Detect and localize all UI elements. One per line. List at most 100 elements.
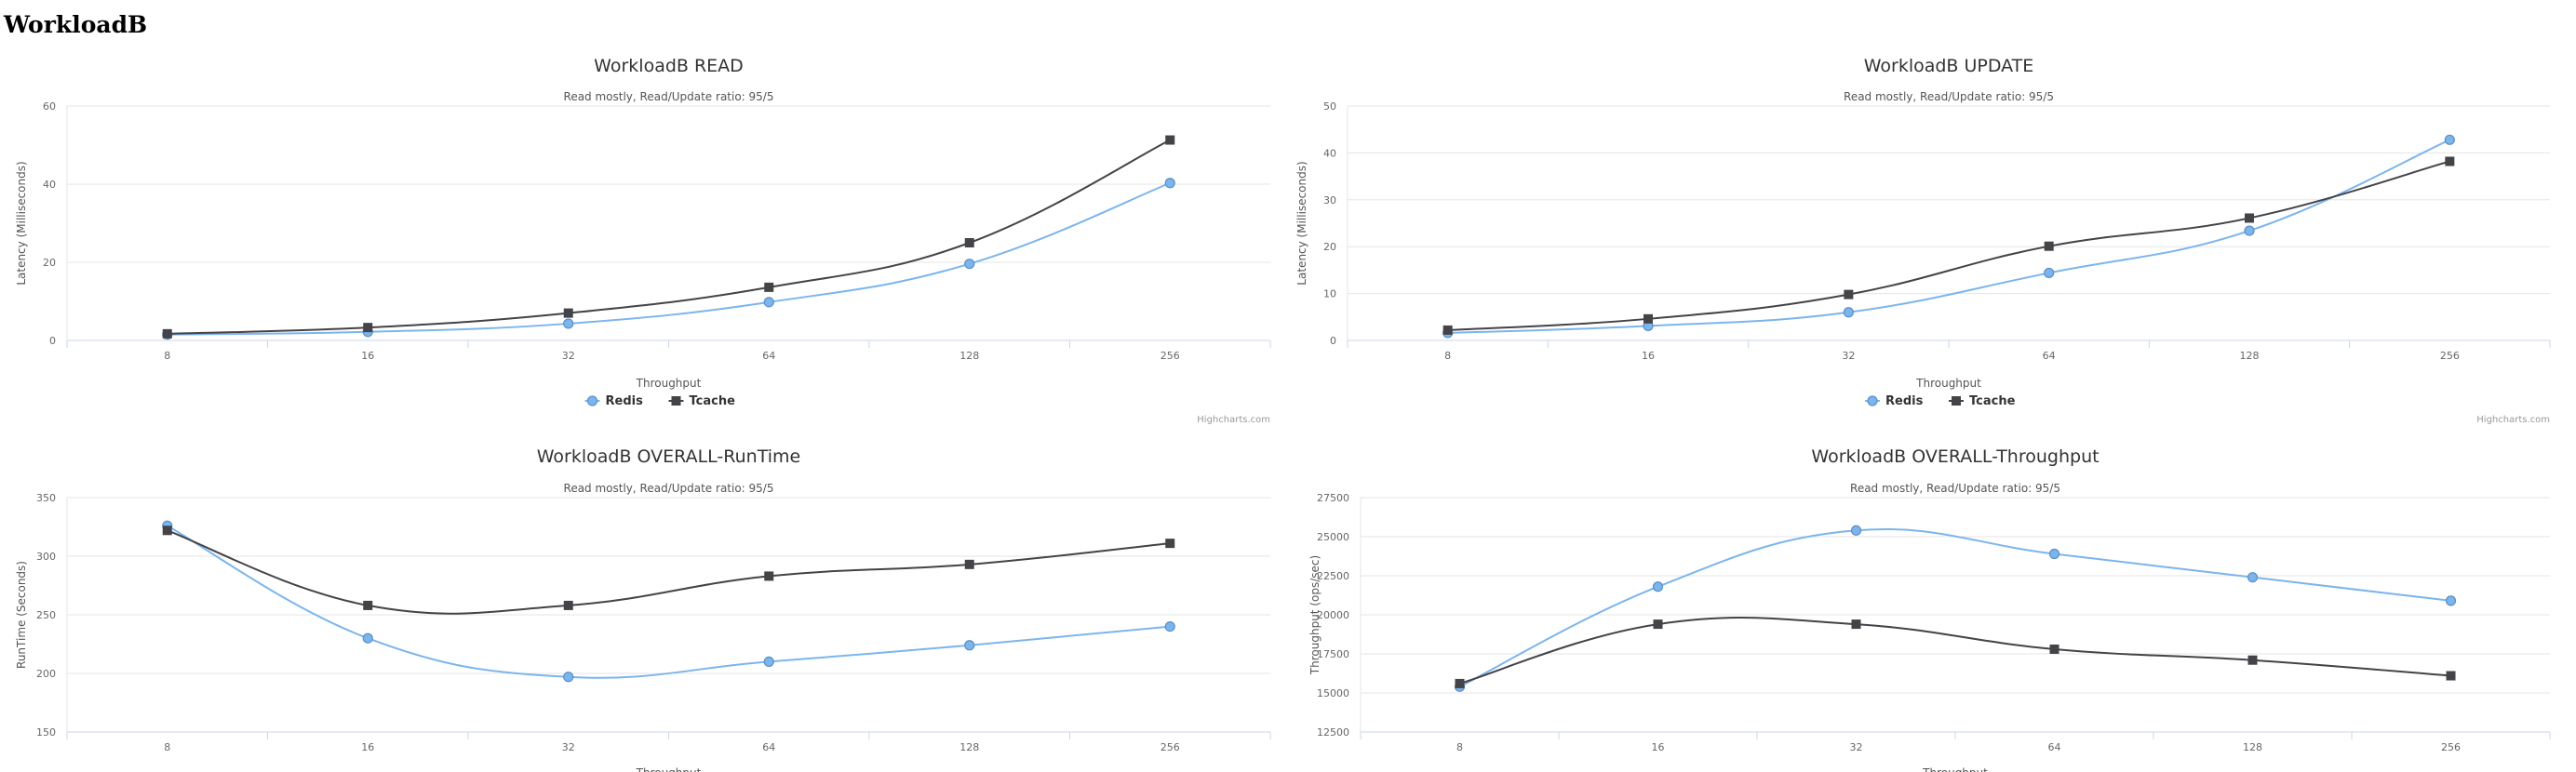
data-point-redis [1850, 525, 1862, 536]
data-point-tcache [964, 559, 974, 569]
x-tick-label: 128 [2243, 741, 2262, 753]
data-point-tcache [2445, 156, 2455, 166]
series-line-redis [1447, 139, 2450, 334]
data-point-tcache [764, 282, 774, 292]
y-tick-label: 0 [1330, 335, 1336, 347]
y-tick-label: 22500 [1317, 570, 1349, 582]
x-tick-label: 16 [361, 350, 374, 362]
y-tick-label: 25000 [1317, 531, 1349, 543]
x-tick-label: 256 [2440, 350, 2460, 362]
y-tick-label: 30 [1323, 194, 1336, 206]
x-tick-label: 32 [562, 350, 575, 362]
chart-3: WorkloadB OVERALL-RunTime Read mostly, Re… [15, 446, 1271, 772]
data-point-redis [763, 656, 774, 668]
data-point-redis [2044, 267, 2055, 279]
data-point-tcache [2446, 671, 2456, 681]
x-axis-title: Throughput [1915, 377, 1981, 390]
x-tick-label: 8 [1456, 741, 1463, 753]
x-tick-label: 128 [959, 741, 979, 753]
data-point-redis [2444, 134, 2455, 145]
data-point-tcache [1165, 135, 1175, 145]
data-point-redis [2244, 225, 2255, 236]
legend-item-tcache[interactable]: Tcache [1949, 394, 2016, 408]
y-tick-label: 20 [43, 257, 56, 269]
legend-label: Redis [1885, 394, 1924, 408]
data-point-tcache [563, 308, 573, 318]
x-tick-label: 256 [1161, 350, 1180, 362]
data-point-tcache [2247, 655, 2258, 665]
y-tick-label: 17500 [1317, 648, 1349, 660]
chart-title: WorkloadB READ [594, 56, 744, 76]
series-line-tcache [1447, 160, 2450, 331]
data-point-redis [362, 632, 373, 644]
legend-label: Tcache [1969, 394, 2016, 408]
legend-item-tcache[interactable]: Tcache [668, 394, 736, 408]
legend-item-redis[interactable]: Redis [584, 394, 644, 408]
data-point-tcache [1455, 678, 1465, 688]
y-axis-title: Throughput (ops/sec) [1308, 555, 1322, 675]
y-axis-title: Latency (Milliseconds) [1295, 161, 1308, 285]
data-point-redis [563, 672, 574, 683]
data-point-tcache [363, 323, 373, 333]
credits-link: Highcharts.com [2476, 415, 2550, 425]
page-heading: WorkloadB [4, 11, 148, 38]
y-tick-label: 60 [43, 100, 56, 113]
y-tick-label: 10 [1323, 288, 1336, 300]
chart-title: WorkloadB UPDATE [1864, 56, 2034, 76]
series-line-tcache [167, 139, 1171, 335]
y-tick-label: 27500 [1317, 492, 1349, 504]
chart-subtitle: Read mostly, Read/Update ratio: 95/5 [564, 482, 774, 495]
x-axis-title: Throughput [1922, 766, 1988, 772]
chart-1: WorkloadB READ Read mostly, Read/Update r… [15, 56, 1271, 425]
y-tick-label: 20000 [1317, 609, 1349, 621]
y-tick-label: 150 [36, 726, 56, 739]
data-point-redis [964, 640, 975, 651]
x-tick-label: 8 [164, 741, 170, 753]
series-line-tcache [1459, 617, 2451, 685]
data-point-tcache [2049, 644, 2059, 654]
x-tick-label: 32 [1850, 741, 1863, 753]
y-tick-label: 40 [43, 179, 56, 191]
data-point-redis [1843, 307, 1854, 318]
x-tick-label: 64 [2043, 350, 2056, 362]
y-tick-label: 350 [36, 492, 56, 504]
data-point-tcache [1644, 313, 1653, 324]
x-axis-title: Throughput [636, 377, 702, 390]
series-line-redis [167, 181, 1171, 336]
y-tick-label: 200 [36, 668, 56, 680]
data-point-redis [1652, 581, 1664, 592]
data-point-tcache [162, 526, 172, 536]
data-point-tcache [764, 571, 774, 581]
credits-link: Highcharts.com [1197, 415, 1270, 425]
x-tick-label: 64 [2048, 741, 2061, 753]
x-tick-label: 32 [1842, 350, 1855, 362]
x-axis-title: Throughput [636, 766, 702, 772]
x-tick-label: 64 [762, 350, 775, 362]
chart-subtitle: Read mostly, Read/Update ratio: 95/5 [1844, 90, 2054, 103]
series-line-redis [1459, 527, 2451, 688]
series-line-tcache [167, 529, 1171, 615]
data-point-redis [1164, 620, 1175, 632]
data-point-redis [964, 259, 975, 270]
chart-subtitle: Read mostly, Read/Update ratio: 95/5 [564, 90, 774, 103]
chart-subtitle: Read mostly, Read/Update ratio: 95/5 [1850, 482, 2060, 495]
x-tick-label: 64 [762, 741, 775, 753]
data-point-tcache [1653, 619, 1663, 630]
data-point-redis [2048, 548, 2060, 560]
data-point-redis [2247, 572, 2259, 583]
y-axis-title: Latency (Milliseconds) [15, 161, 28, 285]
x-tick-label: 16 [361, 741, 374, 753]
legend-item-redis[interactable]: Redis [1865, 394, 1924, 408]
x-tick-label: 16 [1642, 350, 1655, 362]
x-tick-label: 8 [164, 350, 170, 362]
data-point-redis [1164, 178, 1175, 189]
data-point-tcache [2044, 241, 2054, 251]
y-tick-label: 20 [1323, 241, 1336, 253]
x-tick-label: 128 [959, 350, 979, 362]
x-tick-label: 16 [1652, 741, 1665, 753]
data-point-tcache [1442, 325, 1453, 335]
x-tick-label: 256 [2441, 741, 2461, 753]
x-tick-label: 8 [1444, 350, 1451, 362]
data-point-tcache [162, 328, 172, 339]
